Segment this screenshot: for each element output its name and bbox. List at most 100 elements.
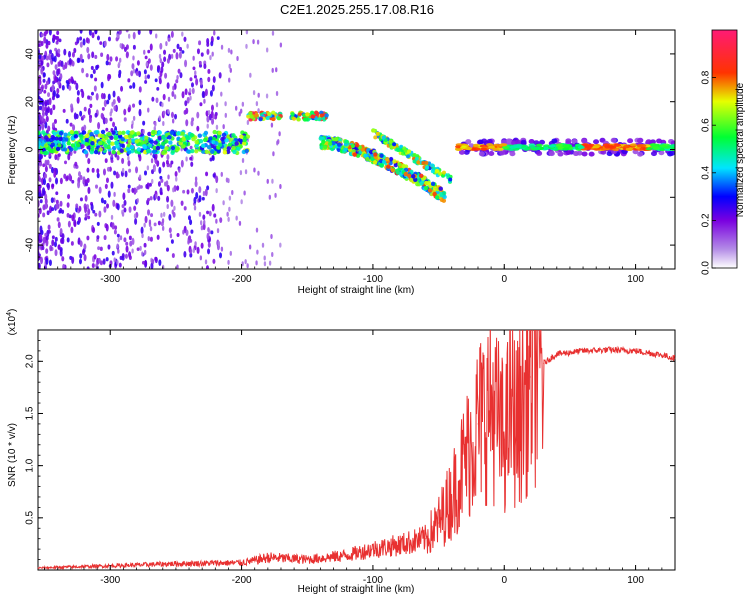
noise-speck xyxy=(245,43,248,49)
noise-speck xyxy=(42,163,46,168)
noise-speck xyxy=(150,158,154,164)
x-tick-label: -200 xyxy=(232,575,252,586)
upper-tone-blob xyxy=(271,110,276,115)
descending-blob xyxy=(414,156,419,161)
noise-speck xyxy=(90,203,94,211)
carrier-blob xyxy=(473,147,481,151)
noise-speck xyxy=(171,253,175,258)
noise-speck xyxy=(49,244,53,252)
noise-speck xyxy=(189,252,193,258)
carrier-halo xyxy=(505,138,512,144)
noise-speck xyxy=(168,214,172,221)
noise-speck xyxy=(161,61,165,68)
noise-speck xyxy=(79,253,83,259)
band-blob xyxy=(153,140,158,145)
noise-speck xyxy=(130,70,134,77)
noise-speck xyxy=(138,70,142,78)
noise-speck xyxy=(38,74,42,82)
snr-x-ticks: -300 -200 -100 0 100 xyxy=(44,330,676,586)
noise-speck xyxy=(198,211,202,217)
noise-speck xyxy=(190,82,194,88)
colorbar: 0.0 0.2 0.4 0.6 0.8 Normalized spectral ampl… xyxy=(701,29,746,275)
carrier-halo xyxy=(606,151,613,157)
noise-speck xyxy=(161,225,165,231)
noise-speck xyxy=(103,99,107,108)
noise-speck xyxy=(113,229,117,235)
noise-speck xyxy=(38,168,41,177)
noise-speck xyxy=(76,57,80,64)
band-blob xyxy=(161,141,166,146)
noise-speck xyxy=(57,244,61,250)
noise-speck xyxy=(205,171,209,177)
noise-speck xyxy=(103,200,107,205)
noise-speck xyxy=(178,51,182,59)
noise-speck xyxy=(163,56,167,62)
noise-speck xyxy=(204,88,208,97)
band-blob xyxy=(185,149,191,154)
band-blob xyxy=(57,143,62,148)
noise-speck xyxy=(106,53,110,61)
band-blob xyxy=(197,133,203,138)
upper-tone-blob xyxy=(271,117,276,122)
noise-speck xyxy=(105,127,109,132)
noise-speck xyxy=(83,254,87,262)
band-blob xyxy=(83,150,88,155)
noise-speck xyxy=(53,170,57,178)
noise-speck xyxy=(42,236,46,244)
noise-speck xyxy=(158,259,162,267)
noise-speck xyxy=(270,233,273,239)
noise-speck xyxy=(115,56,119,62)
noise-speck xyxy=(166,82,170,90)
noise-speck xyxy=(79,197,83,202)
noise-speck xyxy=(136,71,139,77)
carrier-halo xyxy=(581,138,588,144)
noise-speck xyxy=(56,88,60,94)
noise-speck xyxy=(144,215,148,224)
noise-speck xyxy=(71,256,75,264)
noise-speck xyxy=(194,180,198,188)
noise-speck xyxy=(86,46,90,54)
noise-speck xyxy=(94,212,98,217)
band-blob xyxy=(58,130,64,136)
noise-speck xyxy=(48,97,52,106)
noise-speck xyxy=(95,65,99,71)
band-blob xyxy=(100,129,106,135)
noise-speck xyxy=(209,157,213,162)
noise-speck xyxy=(183,36,187,42)
snr-scale-base: (x10 xyxy=(7,315,18,335)
noise-speck xyxy=(81,67,85,74)
noise-speck xyxy=(45,239,49,247)
noise-speck xyxy=(135,166,139,174)
noise-speck xyxy=(271,251,274,257)
noise-speck xyxy=(265,93,269,99)
noise-speck xyxy=(81,90,85,99)
noise-speck xyxy=(205,110,209,117)
noise-speck xyxy=(39,199,43,204)
noise-speck xyxy=(41,116,45,122)
noise-speck xyxy=(206,210,210,215)
band-blob xyxy=(113,134,119,139)
band-blob xyxy=(181,137,187,142)
noise-speck xyxy=(157,195,161,201)
band-blob xyxy=(226,146,232,151)
noise-speck xyxy=(44,165,48,173)
carrier-halo xyxy=(458,149,465,155)
noise-speck xyxy=(103,40,107,47)
noise-speck xyxy=(146,165,150,171)
noise-speck xyxy=(246,263,249,269)
snr-scale-label: (x104) xyxy=(6,309,18,336)
noise-speck xyxy=(76,90,80,96)
snr-y-ticks: 0.5 1.0 1.5 2.0 xyxy=(25,340,675,560)
noise-speck xyxy=(94,30,98,35)
noise-speck xyxy=(54,64,58,70)
carrier-halo xyxy=(621,149,628,155)
noise-speck xyxy=(252,90,256,96)
descending-blob xyxy=(334,137,339,142)
noise-speck xyxy=(190,187,194,194)
noise-speck xyxy=(56,30,60,36)
noise-speck xyxy=(204,259,208,265)
noise-speck xyxy=(125,30,129,33)
noise-speck xyxy=(166,57,170,64)
noise-speck xyxy=(207,248,211,255)
noise-speck xyxy=(107,73,111,82)
